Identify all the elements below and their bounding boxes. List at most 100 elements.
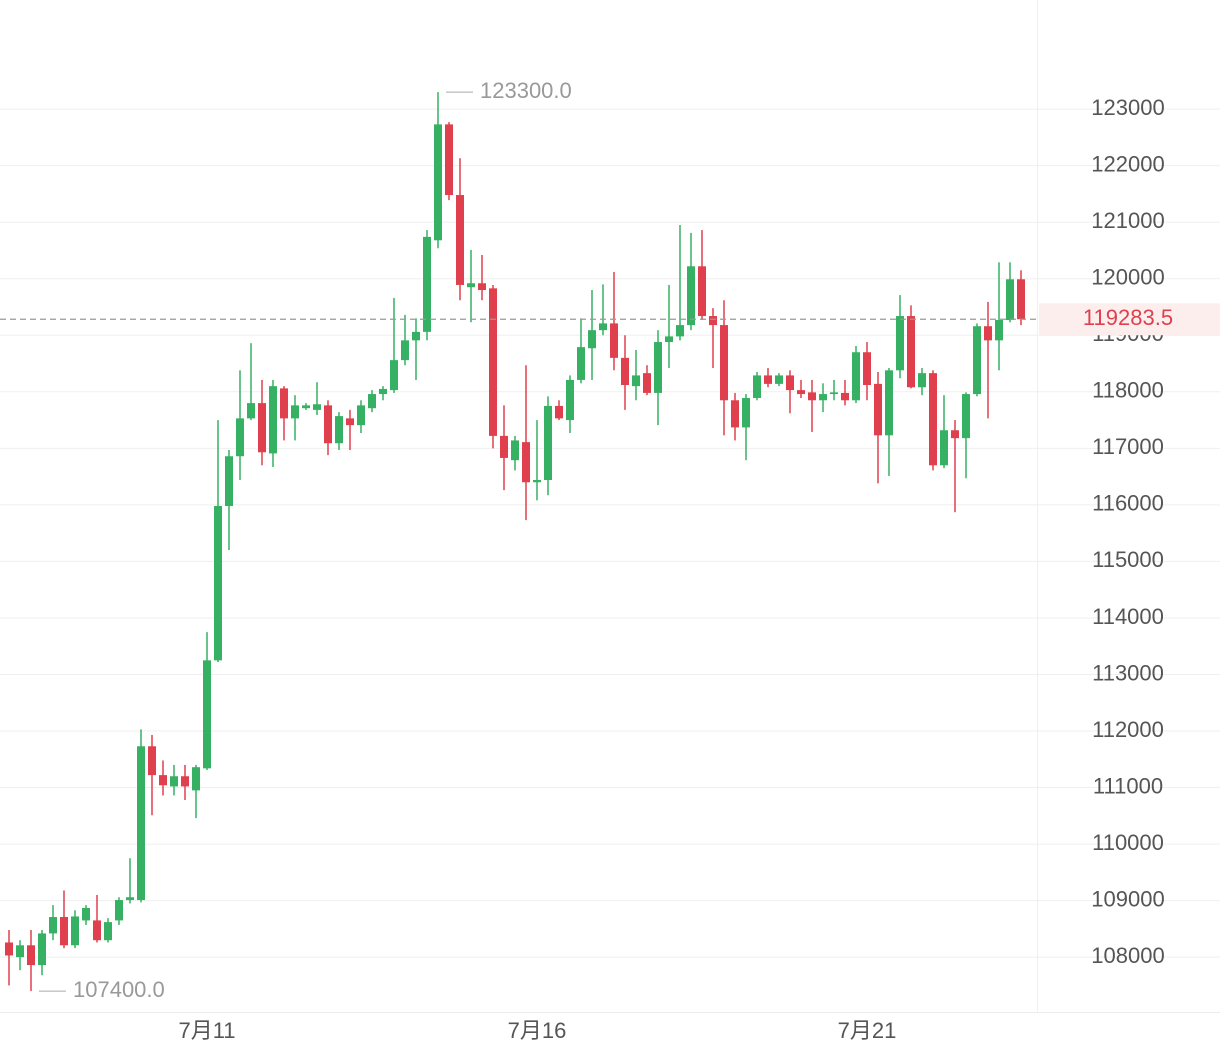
candle-body: [434, 124, 442, 241]
candle-body: [742, 398, 750, 428]
candle-body: [357, 405, 365, 426]
candle-body: [995, 319, 1003, 341]
candle-body: [71, 916, 79, 946]
y-tick-label: 117000: [1092, 434, 1164, 459]
candle-body: [577, 347, 585, 380]
candle-body: [1006, 279, 1014, 320]
candle-body: [192, 767, 200, 791]
candle-body: [731, 400, 739, 428]
candle-body: [225, 456, 233, 506]
y-tick-label: 116000: [1092, 491, 1164, 516]
candle-body: [379, 388, 387, 395]
candle-body: [643, 373, 651, 393]
y-tick-label: 115000: [1092, 547, 1164, 572]
candle-body: [654, 342, 662, 393]
candle-body: [214, 506, 222, 661]
candle-body: [775, 375, 783, 384]
candle-body: [544, 405, 552, 480]
candle-body: [269, 386, 277, 454]
low-marker-label: 107400.0: [73, 977, 165, 1002]
candle-body: [555, 405, 563, 419]
candle-body: [313, 404, 321, 410]
candle-body: [280, 388, 288, 419]
candle-body: [181, 776, 189, 787]
candle-body: [676, 325, 684, 337]
candle-body: [841, 392, 849, 401]
candle-body: [291, 405, 299, 419]
candle-body: [951, 430, 959, 439]
candle-body: [786, 375, 794, 391]
y-tick-label: 113000: [1092, 660, 1164, 685]
candle-body: [533, 479, 541, 483]
candle-body: [467, 283, 475, 288]
candle-body: [423, 236, 431, 332]
candle-body: [588, 330, 596, 349]
candle-body: [324, 405, 332, 444]
candle-body: [665, 336, 673, 343]
candle-body: [489, 288, 497, 436]
candle-body: [346, 418, 354, 426]
candle-body: [918, 373, 926, 388]
candle-body: [247, 403, 255, 419]
candle-body: [500, 435, 508, 458]
candle-body: [962, 394, 970, 439]
candle-body: [93, 920, 101, 941]
candle-body: [82, 907, 90, 921]
y-tick-label: 121000: [1091, 208, 1164, 233]
candle-body: [302, 405, 310, 409]
candle-body: [621, 357, 629, 386]
y-tick-label: 122000: [1091, 151, 1164, 176]
candle-body: [126, 897, 134, 901]
candle-body: [907, 316, 915, 388]
y-tick-label: 111000: [1093, 773, 1163, 798]
candle-body: [632, 375, 640, 387]
candle-body: [973, 326, 981, 395]
candle-body: [5, 942, 13, 956]
candle-body: [335, 416, 343, 444]
candle-body: [412, 331, 420, 341]
candle-body: [984, 326, 992, 341]
y-tick-label: 109000: [1091, 886, 1164, 911]
candle-body: [456, 195, 464, 285]
candle-body: [478, 283, 486, 291]
candle-body: [687, 266, 695, 326]
candle-body: [797, 390, 805, 395]
candle-body: [698, 266, 706, 317]
y-tick-label: 114000: [1092, 604, 1164, 629]
y-tick-label: 112000: [1092, 717, 1164, 742]
candle-body: [830, 392, 838, 395]
candle-body: [49, 917, 57, 934]
candle-body: [203, 660, 211, 769]
candle-body: [148, 746, 156, 776]
y-tick-label: 108000: [1091, 943, 1164, 968]
candle-body: [610, 323, 618, 358]
candle-body: [38, 933, 46, 966]
y-tick-label: 118000: [1092, 378, 1164, 403]
candle-body: [368, 394, 376, 409]
candle-body: [566, 379, 574, 421]
candle-body: [401, 340, 409, 361]
high-marker-label: 123300.0: [480, 78, 572, 103]
y-tick-label: 123000: [1091, 95, 1164, 120]
candle-body: [896, 316, 904, 371]
x-tick-label: 7月16: [508, 1018, 567, 1043]
candle-body: [709, 316, 717, 326]
y-tick-label: 120000: [1091, 265, 1164, 290]
candle-body: [511, 440, 519, 461]
candle-body: [170, 776, 178, 787]
candle-body: [753, 375, 761, 399]
candle-body: [819, 394, 827, 401]
candle-body: [445, 124, 453, 196]
candle-body: [885, 370, 893, 436]
candle-body: [16, 945, 24, 958]
candle-body: [115, 900, 123, 921]
candle-body: [720, 325, 728, 401]
candle-body: [599, 323, 607, 331]
y-tick-label: 110000: [1092, 830, 1164, 855]
last-price-label: 119283.5: [1083, 305, 1173, 330]
candle-body: [27, 945, 35, 966]
candle-body: [808, 392, 816, 401]
